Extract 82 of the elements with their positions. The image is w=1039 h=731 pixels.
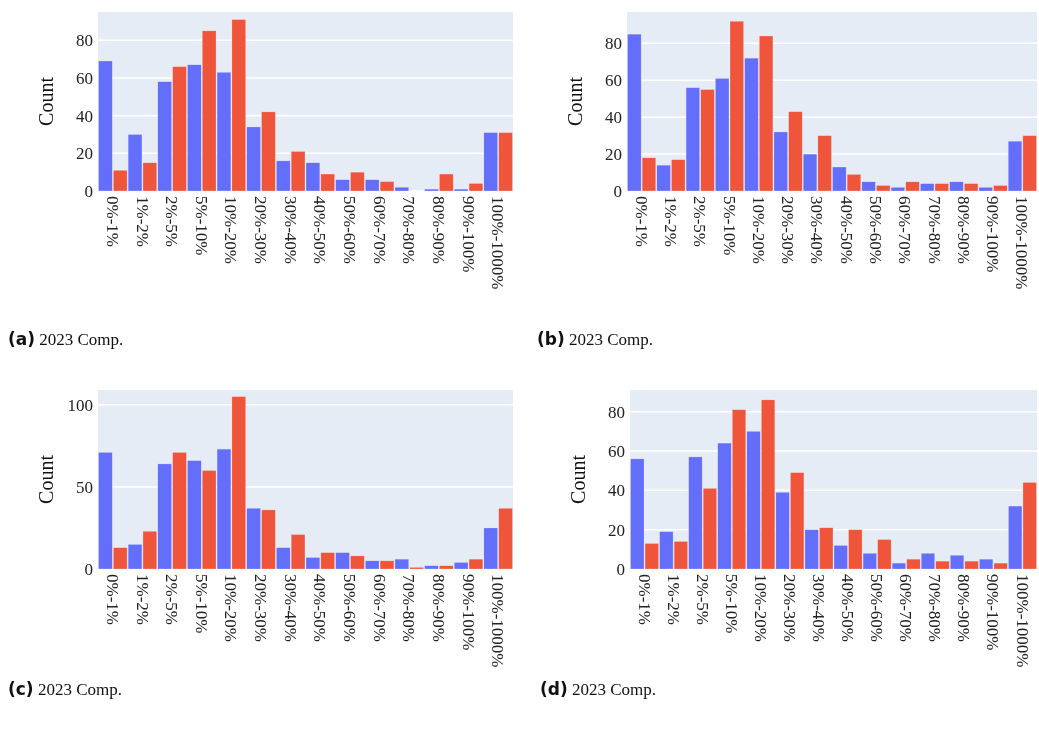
y-tick-label: 60 xyxy=(605,71,622,91)
y-tick-label: 40 xyxy=(608,481,625,501)
x-tick-label: 100%-1000% xyxy=(488,574,508,668)
x-tick-label: 0%-1% xyxy=(102,196,122,247)
x-tick-label: 10%-20% xyxy=(221,196,241,264)
y-tick-label: 60 xyxy=(76,68,93,88)
x-tick-label: 60%-70% xyxy=(369,574,389,642)
x-tick-label: 50%-60% xyxy=(865,196,885,264)
x-tick-label: 20%-30% xyxy=(778,196,798,264)
x-tick-label: 2%-5% xyxy=(162,196,182,247)
y-tick-label: 0 xyxy=(616,559,625,579)
text: (d) 2023 Comp. xyxy=(540,679,657,699)
x-tick-label: 10%-20% xyxy=(748,196,768,264)
x-tick-label: 20%-30% xyxy=(779,574,799,642)
x-tick-label: 2%-5% xyxy=(690,196,710,247)
x-tick-label: 20%-30% xyxy=(251,196,271,264)
x-tick-label: 20%-30% xyxy=(251,574,271,642)
x-tick-label: 40%-50% xyxy=(836,196,856,264)
x-tick-label: 10%-20% xyxy=(221,574,241,642)
x-tick-label: 100%-1000% xyxy=(488,196,508,290)
x-tick-label: 70%-80% xyxy=(924,196,944,264)
x-tick-label: 50%-60% xyxy=(340,574,360,642)
x-tick-label: 40%-50% xyxy=(310,574,330,642)
x-tick-label: 5%-10% xyxy=(721,574,741,634)
y-axis-title: Count xyxy=(564,76,586,126)
y-tick-label: 80 xyxy=(608,402,625,422)
x-tick-label: 30%-40% xyxy=(807,196,827,264)
x-tick-label: 50%-60% xyxy=(340,196,360,264)
x-tick-label: 1%-2% xyxy=(663,574,683,625)
y-tick-label: 80 xyxy=(605,34,622,54)
x-tick-label: 50%-60% xyxy=(867,574,887,642)
x-tick-label: 80%-90% xyxy=(953,196,973,264)
y-axis-title: Count xyxy=(35,454,57,504)
text: (c) 2023 Comp. xyxy=(8,679,122,699)
x-tick-label: 100%-1000% xyxy=(1012,196,1032,290)
x-tick-label: 0%-1% xyxy=(631,196,651,247)
x-tick-label: 1%-2% xyxy=(660,196,680,247)
x-tick-label: 90%-100% xyxy=(983,196,1003,273)
y-tick-label: 0 xyxy=(84,559,93,579)
x-tick-label: 0%-1% xyxy=(634,574,654,625)
y-tick-label: 20 xyxy=(605,145,622,165)
x-tick-label: 90%-100% xyxy=(458,574,478,651)
x-tick-label: 70%-80% xyxy=(399,196,419,264)
x-tick-label: 5%-10% xyxy=(719,196,739,256)
x-tick-label: 40%-50% xyxy=(310,196,330,264)
y-tick-label: 50 xyxy=(76,477,93,497)
y-tick-label: 80 xyxy=(76,31,93,51)
x-tick-label: 30%-40% xyxy=(809,574,829,642)
x-tick-label: 10%-20% xyxy=(750,574,770,642)
x-tick-label: 2%-5% xyxy=(692,574,712,625)
x-tick-label: 70%-80% xyxy=(925,574,945,642)
x-tick-label: 5%-10% xyxy=(191,196,211,256)
x-tick-label: 80%-90% xyxy=(428,196,448,264)
y-tick-label: 20 xyxy=(608,520,625,540)
x-tick-label: 90%-100% xyxy=(983,574,1003,651)
x-tick-label: 40%-50% xyxy=(838,574,858,642)
x-tick-label: 1%-2% xyxy=(132,196,152,247)
x-tick-label: 60%-70% xyxy=(369,196,389,264)
x-tick-label: 1%-2% xyxy=(132,574,152,625)
y-tick-label: 20 xyxy=(76,144,93,164)
x-tick-label: 70%-80% xyxy=(399,574,419,642)
x-tick-label: 100%-1000% xyxy=(1012,574,1032,668)
x-tick-label: 5%-10% xyxy=(191,574,211,634)
y-tick-label: 40 xyxy=(76,106,93,126)
x-tick-label: 80%-90% xyxy=(954,574,974,642)
y-tick-label: 60 xyxy=(608,441,625,461)
y-axis-title: Count xyxy=(567,454,589,504)
text: (a) 2023 Comp. xyxy=(8,329,124,349)
x-tick-label: 30%-40% xyxy=(280,574,300,642)
x-tick-label: 60%-70% xyxy=(896,574,916,642)
x-tick-label: 80%-90% xyxy=(428,574,448,642)
text: (b) 2023 Comp. xyxy=(537,329,654,349)
y-axis-title: Count xyxy=(35,76,57,126)
y-tick-label: 100 xyxy=(67,395,93,415)
x-tick-label: 90%-100% xyxy=(458,196,478,273)
x-tick-label: 30%-40% xyxy=(280,196,300,264)
y-tick-label: 0 xyxy=(613,181,622,201)
y-tick-label: 0 xyxy=(84,181,93,201)
x-tick-label: 2%-5% xyxy=(162,574,182,625)
x-tick-label: 60%-70% xyxy=(895,196,915,264)
x-tick-label: 0%-1% xyxy=(102,574,122,625)
y-tick-label: 40 xyxy=(605,108,622,128)
